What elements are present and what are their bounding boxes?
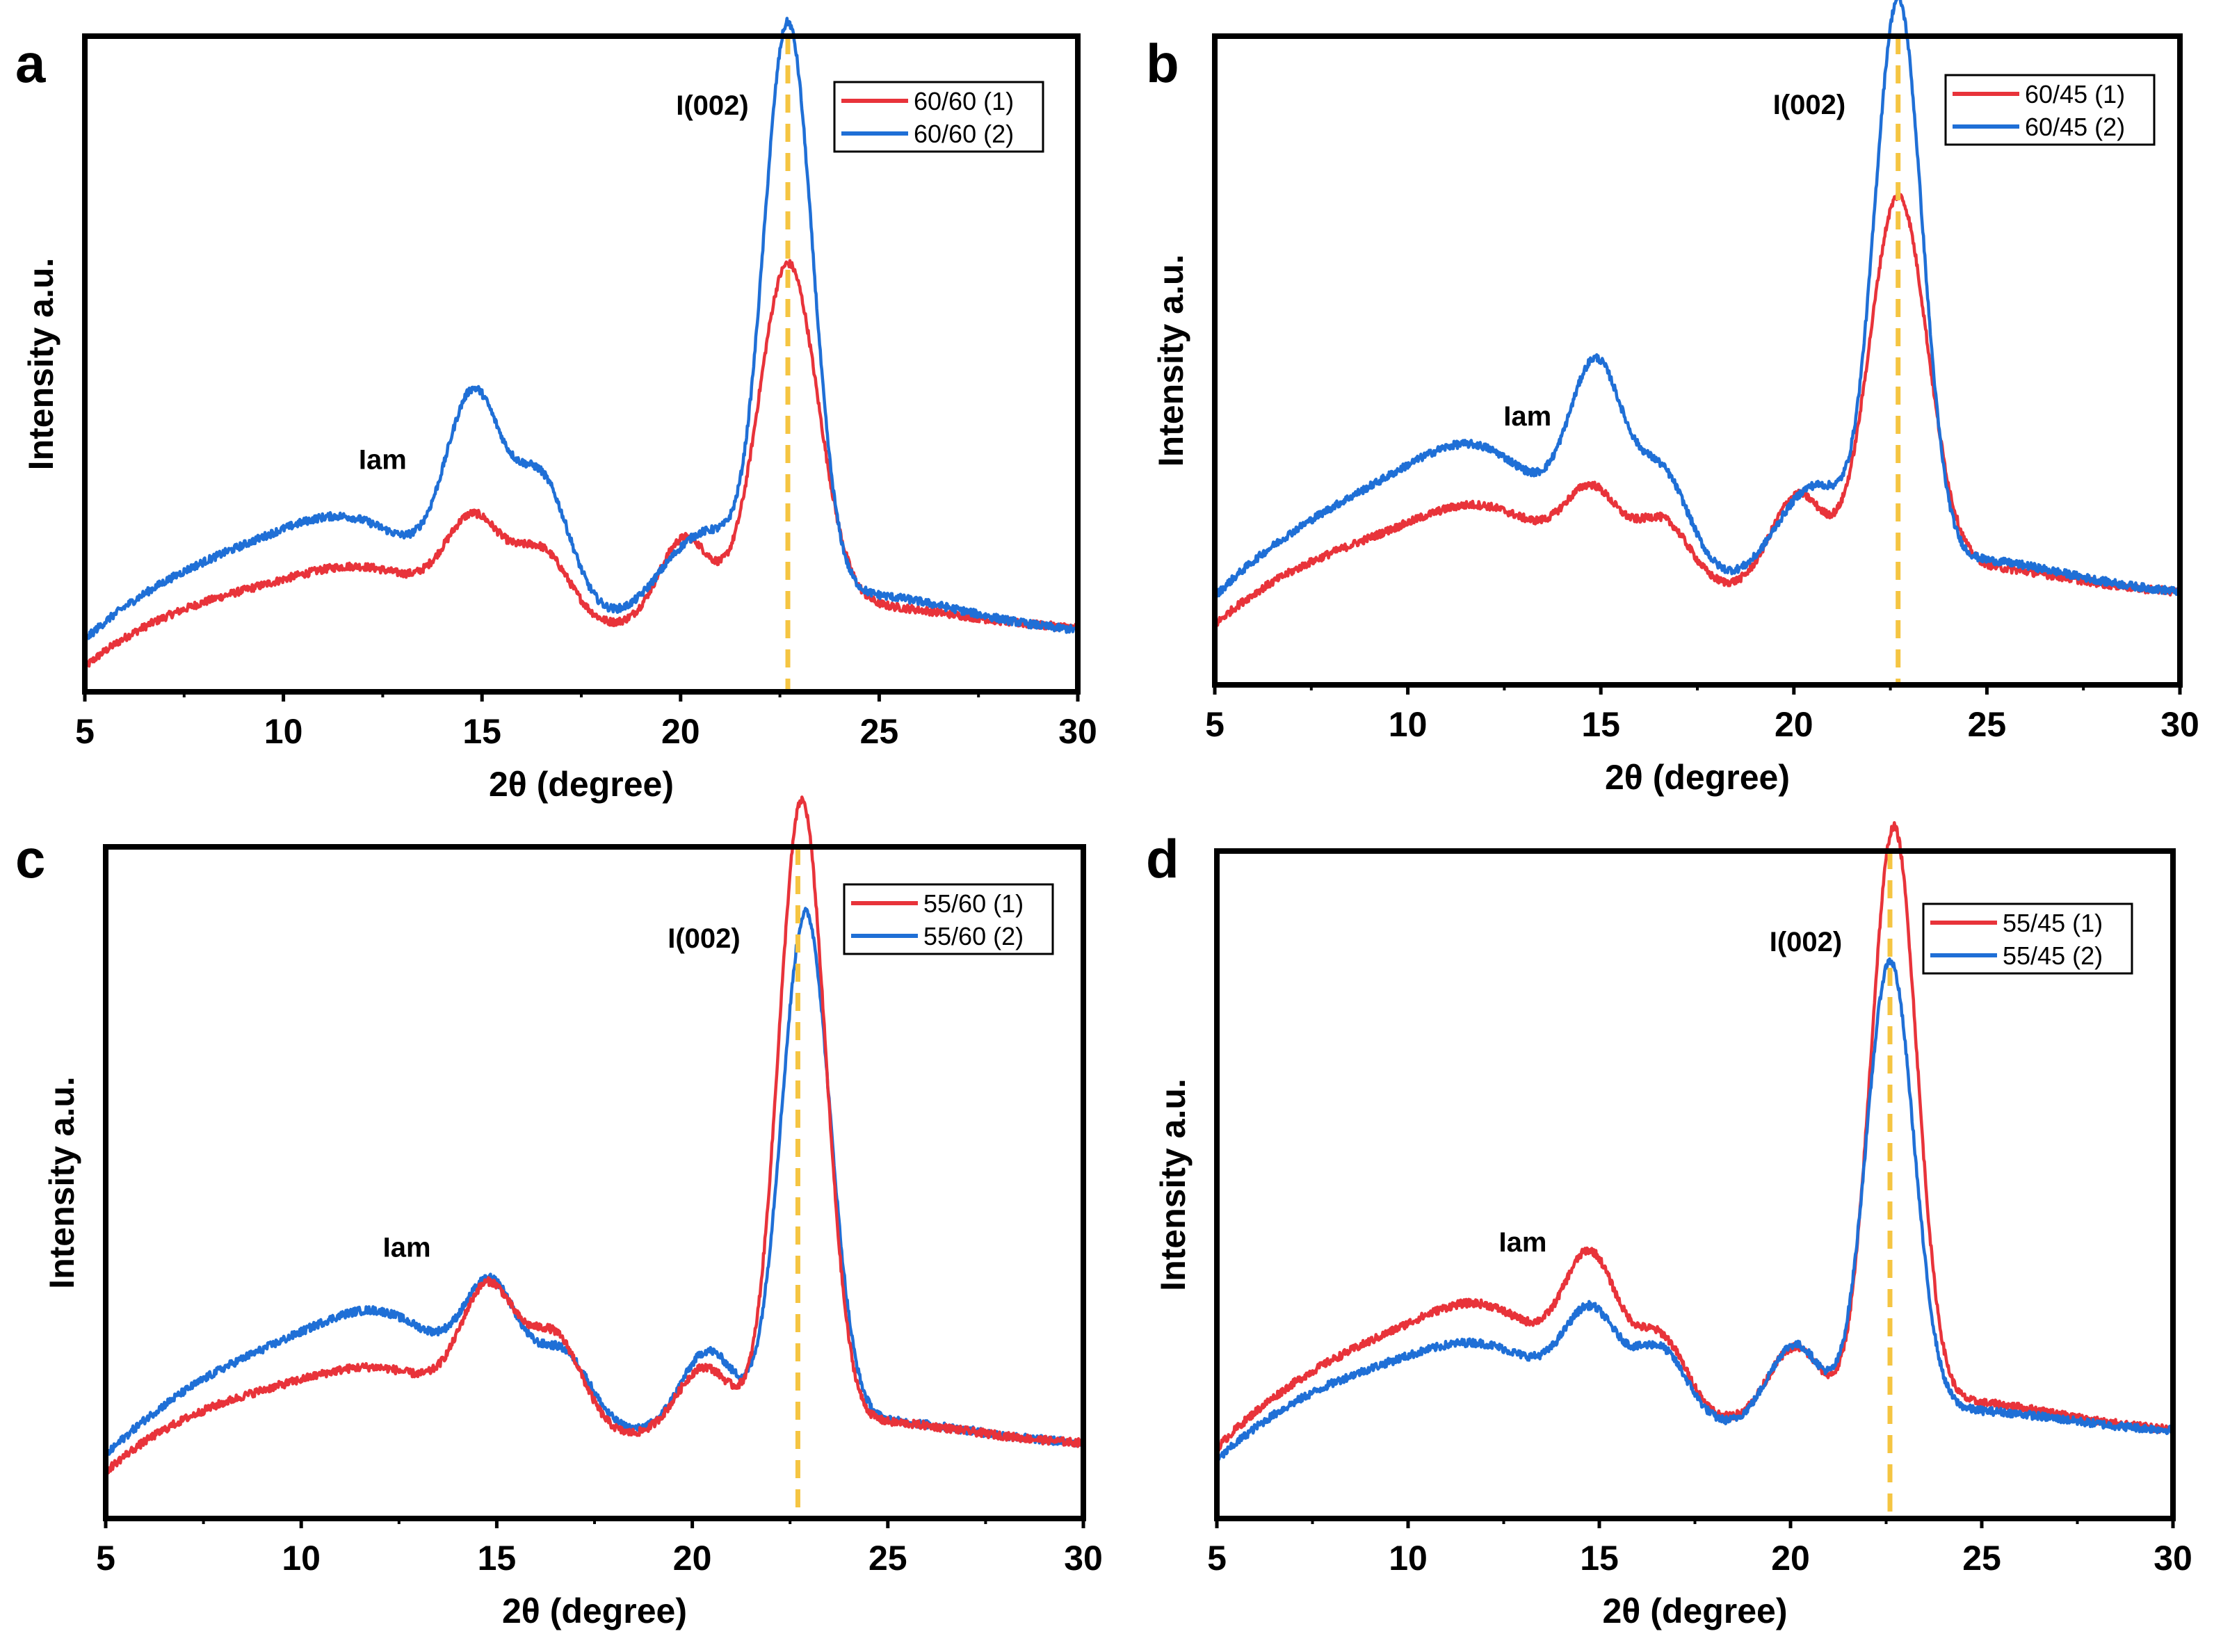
legend-entry: 60/45 (1) [2025,80,2125,108]
annotation-i002: I(002) [668,923,741,954]
legend-entry: 60/60 (1) [914,87,1014,115]
series-line-60-45-1- [1213,192,2182,627]
legend-box [833,81,1044,153]
legend-entry: 60/45 (2) [2025,113,2125,141]
x-tick-label: 10 [1389,705,1428,744]
series-line-60-60-1- [83,259,1079,670]
x-tick-label: 30 [1058,712,1097,751]
x-tick-label: 5 [1207,1539,1227,1578]
x-tick-label: 25 [868,1539,907,1578]
series-line-55-60-1- [104,795,1085,1475]
x-tick-label: 20 [1771,1539,1810,1578]
legend-box [1944,74,2156,146]
annotation-i002: I(002) [1773,90,1846,120]
series-line-60-45-2- [1213,0,2181,600]
panel-d: d 5 10 15 20 25 30 2θ (degree) Intensity a.u. I(0… [1146,820,2192,1630]
legend: 55/45 (1) 55/45 (2) [1922,902,2133,975]
x-tick-label: 10 [282,1539,321,1578]
x-tick-label: 10 [1389,1539,1428,1578]
x-tick-label: 20 [661,712,700,751]
legend: 60/45 (1) 60/45 (2) [1944,74,2156,146]
x-tick-label: 30 [2154,1539,2192,1578]
x-tick-label: 15 [1581,705,1620,744]
legend-entry: 60/60 (2) [914,120,1014,148]
panel-label: d [1146,828,1179,889]
x-tick-label: 5 [96,1539,115,1578]
panel-label: b [1146,33,1179,94]
annotation-iam: Iam [383,1232,431,1263]
series-line-55-45-2- [1215,957,2175,1464]
legend-box [1922,902,2133,975]
annotation-i002: I(002) [1770,927,1843,957]
annotation-iam: Iam [1503,401,1551,432]
legend-entry: 55/45 (2) [2003,941,2103,970]
x-axis-title: 2θ (degree) [1603,1592,1788,1630]
y-axis-title: Intensity a.u. [42,1076,81,1289]
x-axis-title: 2θ (degree) [1605,758,1790,797]
x-tick-label: 20 [1775,705,1813,744]
panel-label: c [15,828,45,889]
series-line-60-60-2- [83,17,1079,642]
legend-entry: 55/60 (2) [923,922,1024,950]
x-tick-label: 30 [1064,1539,1103,1578]
legend-box [843,883,1054,955]
legend-entry: 55/45 (1) [2003,909,2103,937]
panel-a: a 5 10 15 20 25 30 2θ (degree) Intensity a.u. I(0… [15,17,1097,804]
panel-c: c 5 10 15 20 25 30 2θ (degree) Intensity a.u. I(0… [15,795,1103,1630]
annotation-iam: Iam [1499,1227,1547,1258]
x-tick-label: 25 [860,712,899,751]
x-axis-title: 2θ (degree) [489,765,674,804]
legend: 60/60 (1) 60/60 (2) [833,81,1044,153]
annotation-i002: I(002) [676,90,749,121]
x-tick-label: 5 [75,712,95,751]
y-axis-title: Intensity a.u. [22,258,60,471]
panel-b: b 5 10 15 20 25 30 2θ (degree) Intensity a.u. I(0… [1146,0,2199,797]
series-line-55-45-1- [1215,820,2175,1452]
x-tick-label: 25 [1962,1539,2001,1578]
x-tick-label: 15 [478,1539,517,1578]
legend-entry: 55/60 (1) [923,889,1024,918]
x-tick-label: 5 [1205,705,1225,744]
x-axis-title: 2θ (degree) [502,1592,687,1630]
x-tick-label: 30 [2160,705,2199,744]
x-tick-label: 20 [673,1539,712,1578]
x-tick-label: 15 [462,712,501,751]
x-tick-label: 10 [264,712,303,751]
x-tick-label: 15 [1580,1539,1619,1578]
y-axis-title: Intensity a.u. [1152,254,1190,467]
annotation-iam: Iam [359,444,407,475]
y-axis-title: Intensity a.u. [1154,1078,1193,1291]
series-line-55-60-2- [104,907,1085,1459]
legend: 55/60 (1) 55/60 (2) [843,883,1054,955]
x-tick-label: 25 [1968,705,2007,744]
panel-label: a [15,33,46,94]
